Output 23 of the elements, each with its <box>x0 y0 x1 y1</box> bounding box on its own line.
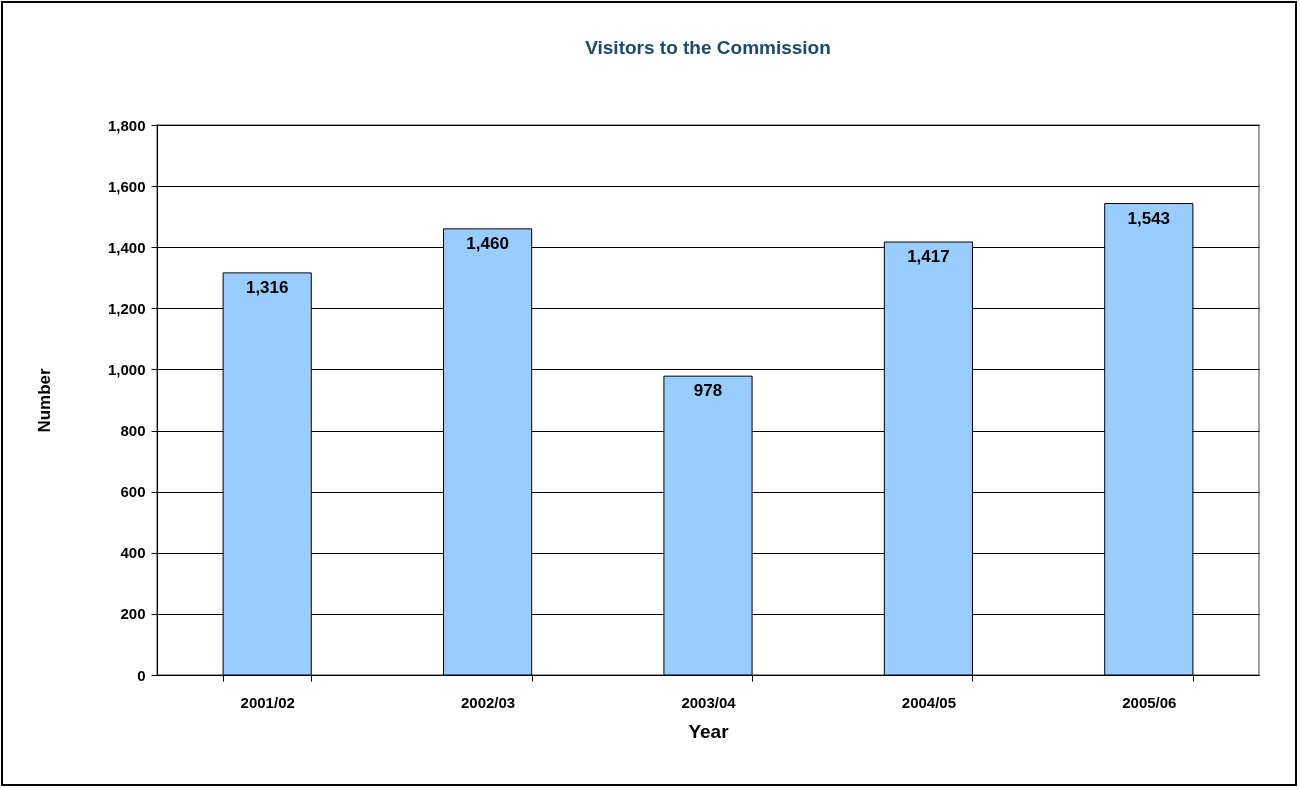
data-label: 1,417 <box>907 247 950 267</box>
x-tick-label: 2005/06 <box>1122 693 1177 711</box>
data-label: 1,316 <box>245 277 289 297</box>
y-tick-label: 400 <box>120 544 146 562</box>
x-tick-label: 2002/03 <box>460 693 516 711</box>
y-tick-label: 200 <box>120 605 146 623</box>
y-tick-label: 600 <box>120 483 146 501</box>
data-label: 978 <box>693 381 723 401</box>
y-tick-label: 1,600 <box>107 177 146 195</box>
y-tick-label: 1,000 <box>107 360 146 378</box>
x-tick-label: 2003/04 <box>681 693 737 711</box>
y-tick-label: 1,800 <box>107 116 146 134</box>
y-tick-label: 0 <box>137 666 146 684</box>
x-tick-label: 2001/02 <box>240 693 295 711</box>
y-axis-title: Number <box>34 368 54 433</box>
y-tick-label: 1,200 <box>107 299 146 317</box>
data-label: 1,460 <box>466 233 509 253</box>
data-label: 1,543 <box>1127 208 1171 228</box>
y-tick-label: 800 <box>120 422 146 440</box>
y-tick-label: 1,400 <box>107 238 146 256</box>
x-axis-title: Year <box>688 720 730 742</box>
x-tick-label: 2004/05 <box>901 693 957 711</box>
chart-title: Visitors to the Commission <box>585 37 831 58</box>
